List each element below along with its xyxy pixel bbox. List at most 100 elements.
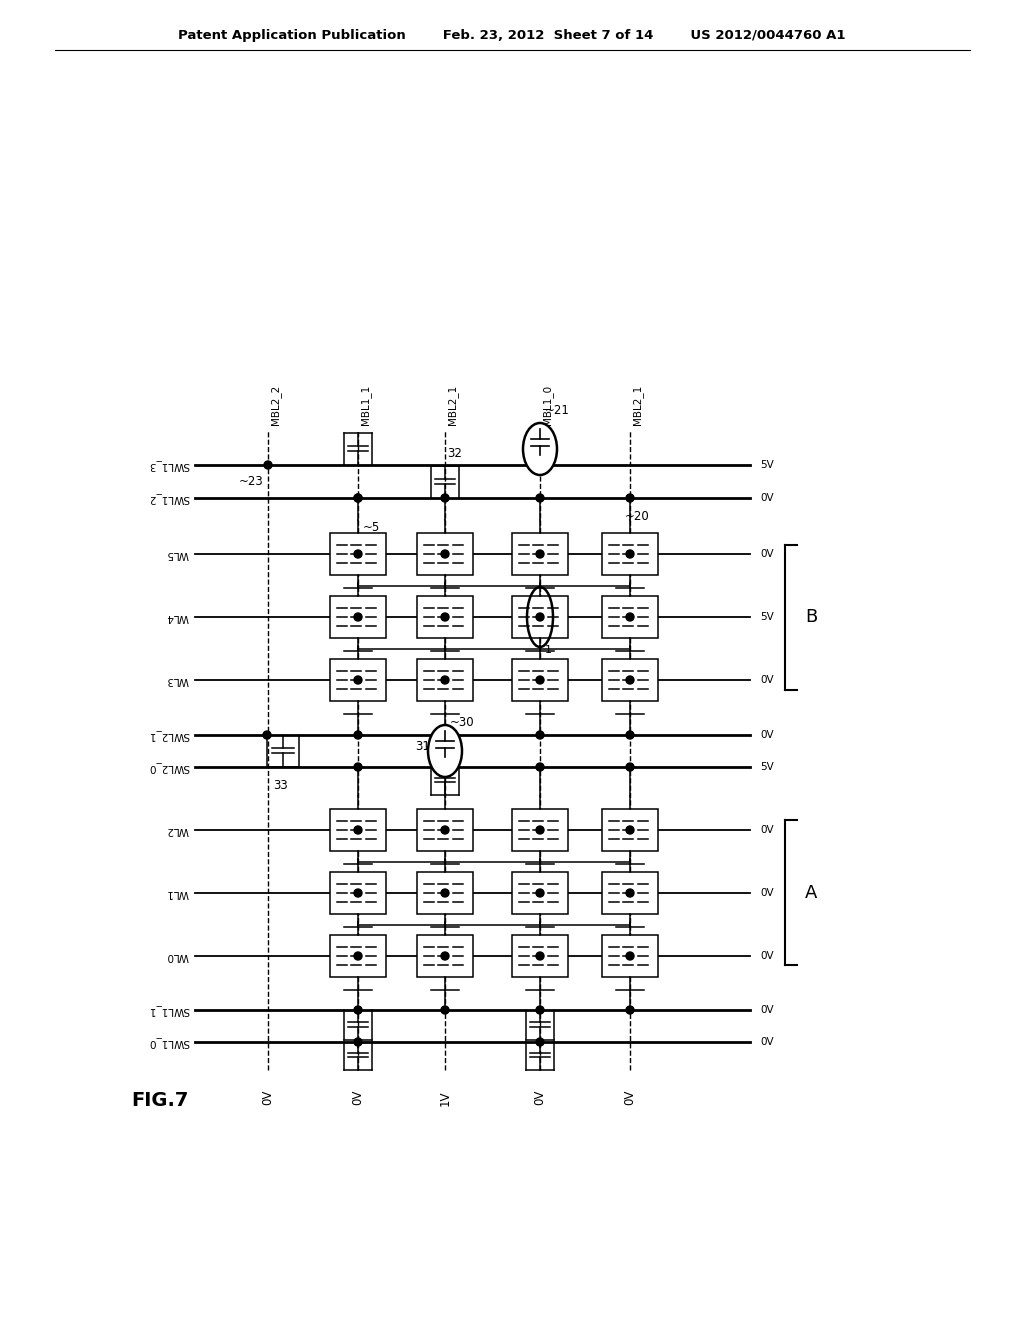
Ellipse shape xyxy=(523,422,557,475)
Text: MBL1_1: MBL1_1 xyxy=(360,384,371,425)
Text: SWL2_0: SWL2_0 xyxy=(148,762,189,772)
Bar xyxy=(512,809,568,851)
Text: WL1: WL1 xyxy=(166,888,189,898)
Text: 0V: 0V xyxy=(760,825,773,836)
Circle shape xyxy=(441,826,449,834)
Text: Patent Application Publication        Feb. 23, 2012  Sheet 7 of 14        US 201: Patent Application Publication Feb. 23, … xyxy=(178,29,846,41)
Bar xyxy=(602,659,658,701)
Circle shape xyxy=(626,731,634,739)
Bar xyxy=(512,935,568,977)
Text: WL4: WL4 xyxy=(166,612,189,622)
Circle shape xyxy=(536,763,544,771)
Bar xyxy=(602,597,658,638)
Bar xyxy=(512,873,568,913)
Circle shape xyxy=(354,550,362,558)
Circle shape xyxy=(536,1006,544,1014)
Circle shape xyxy=(626,1006,634,1014)
Circle shape xyxy=(354,826,362,834)
Bar xyxy=(512,597,568,638)
Text: SWL1_0: SWL1_0 xyxy=(148,1036,189,1048)
Circle shape xyxy=(536,826,544,834)
Circle shape xyxy=(536,461,544,469)
Circle shape xyxy=(354,952,362,960)
Text: WL5: WL5 xyxy=(166,549,189,558)
Circle shape xyxy=(441,550,449,558)
Text: 0V: 0V xyxy=(760,1038,773,1047)
Bar xyxy=(330,809,386,851)
Text: SWL1_1: SWL1_1 xyxy=(147,1005,189,1015)
Circle shape xyxy=(536,1038,544,1045)
Text: ~23: ~23 xyxy=(239,475,263,488)
Text: 5V: 5V xyxy=(760,762,774,772)
Circle shape xyxy=(536,494,544,502)
Circle shape xyxy=(626,494,634,502)
Bar xyxy=(602,873,658,913)
Text: 1V: 1V xyxy=(438,1090,452,1106)
Text: WL3: WL3 xyxy=(166,675,189,685)
Bar xyxy=(417,809,473,851)
Text: 0V: 0V xyxy=(760,1005,773,1015)
Circle shape xyxy=(354,1038,362,1045)
Text: SWL1_2: SWL1_2 xyxy=(147,492,189,503)
Text: FIG.7: FIG.7 xyxy=(131,1090,188,1110)
Bar xyxy=(330,659,386,701)
Circle shape xyxy=(536,731,544,739)
Text: 5V: 5V xyxy=(760,612,774,622)
Text: 0V: 0V xyxy=(760,888,773,898)
Circle shape xyxy=(354,731,362,739)
Circle shape xyxy=(354,494,362,502)
Circle shape xyxy=(626,952,634,960)
Text: 0V: 0V xyxy=(624,1090,637,1105)
Bar xyxy=(330,597,386,638)
Bar xyxy=(417,659,473,701)
Circle shape xyxy=(441,731,449,739)
Bar xyxy=(512,533,568,576)
Circle shape xyxy=(536,676,544,684)
Text: 0V: 0V xyxy=(351,1090,365,1105)
Circle shape xyxy=(441,494,449,502)
Circle shape xyxy=(264,461,272,469)
Text: MBL2_1: MBL2_1 xyxy=(632,384,643,425)
Circle shape xyxy=(441,676,449,684)
Text: 0V: 0V xyxy=(534,1090,547,1105)
Text: SWL2_1: SWL2_1 xyxy=(147,730,189,741)
Bar xyxy=(602,935,658,977)
Bar xyxy=(330,935,386,977)
Circle shape xyxy=(536,888,544,898)
Circle shape xyxy=(536,952,544,960)
Bar xyxy=(417,533,473,576)
Circle shape xyxy=(354,494,362,502)
Text: 0V: 0V xyxy=(760,492,773,503)
Text: WL2: WL2 xyxy=(166,825,189,836)
Circle shape xyxy=(263,731,271,739)
Text: SWL1_3: SWL1_3 xyxy=(147,459,189,470)
Circle shape xyxy=(441,952,449,960)
Circle shape xyxy=(354,612,362,620)
Circle shape xyxy=(626,763,634,771)
Circle shape xyxy=(626,826,634,834)
Circle shape xyxy=(536,550,544,558)
Circle shape xyxy=(354,1006,362,1014)
Text: MBL2_1: MBL2_1 xyxy=(447,384,458,425)
Text: WL0: WL0 xyxy=(167,950,189,961)
Circle shape xyxy=(441,763,449,771)
Ellipse shape xyxy=(428,725,462,777)
Circle shape xyxy=(354,676,362,684)
Text: 33: 33 xyxy=(273,779,288,792)
Circle shape xyxy=(441,888,449,898)
Text: 0V: 0V xyxy=(261,1090,274,1105)
Circle shape xyxy=(536,612,544,620)
Circle shape xyxy=(354,763,362,771)
Text: A: A xyxy=(805,883,817,902)
Text: 32: 32 xyxy=(447,447,462,459)
Bar xyxy=(330,533,386,576)
Bar xyxy=(417,597,473,638)
Circle shape xyxy=(441,731,449,739)
Circle shape xyxy=(441,612,449,620)
Bar xyxy=(330,873,386,913)
Text: ~21: ~21 xyxy=(545,404,570,417)
Circle shape xyxy=(354,888,362,898)
Text: ~30: ~30 xyxy=(450,715,475,729)
Bar xyxy=(512,659,568,701)
Text: 0V: 0V xyxy=(760,675,773,685)
